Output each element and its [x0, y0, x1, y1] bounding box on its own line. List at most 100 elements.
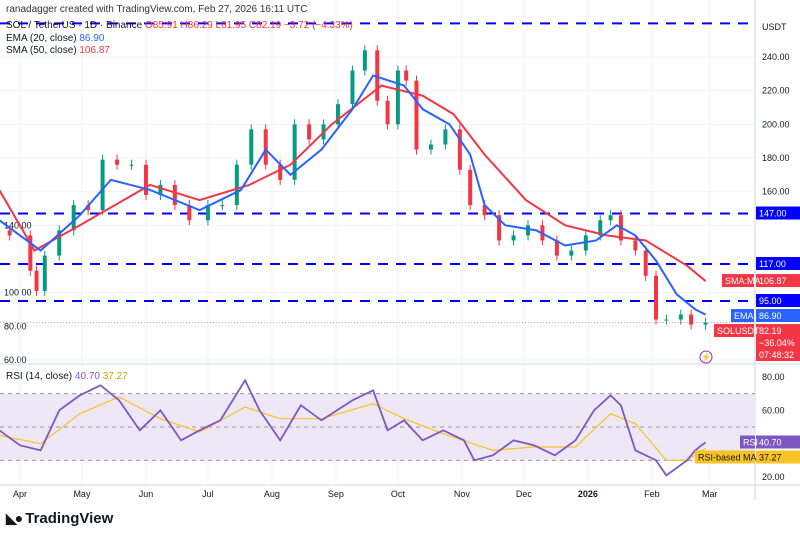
- rsi-tag-badge-bg: [740, 435, 755, 449]
- rsi-ma-value-badge: 37.27: [759, 453, 782, 463]
- candle: [42, 255, 47, 291]
- time-tick-label: Jun: [139, 489, 154, 499]
- price-badge-bg: [756, 324, 800, 362]
- candle: [115, 159, 120, 165]
- level-117-badge: 117.00: [759, 259, 786, 269]
- ema-legend-value: 86.90: [79, 33, 105, 44]
- sma-value-badge-bg: [756, 274, 800, 288]
- rsi-ma-value-badge-bg: [756, 450, 800, 464]
- rsi-value-badge-bg: [756, 435, 800, 449]
- price-change-percent: −36.04%: [759, 338, 795, 348]
- ema-value-badge: 86.90: [759, 311, 782, 321]
- time-tick-label: Mar: [702, 489, 718, 499]
- candle: [278, 164, 283, 180]
- symbol-name[interactable]: SOL / TetherUS · 1D · Binance: [6, 20, 143, 31]
- candle: [187, 205, 192, 221]
- candle: [220, 205, 225, 207]
- rsi-tick-label: 80.00: [762, 372, 785, 382]
- time-tick-label: Feb: [644, 489, 660, 499]
- price-tick-label: 60.00: [4, 355, 27, 365]
- candle: [28, 235, 33, 271]
- price-tick-label: 140.00: [4, 220, 32, 230]
- rsi-value-badge: 40.70: [759, 438, 782, 448]
- time-tick-label: Apr: [13, 489, 27, 499]
- symbol-legend: SOL / TetherUS · 1D · Binance O85.91 H86…: [6, 20, 353, 31]
- rsi-tick-label: 60.00: [762, 405, 785, 415]
- level-95-badge-bg: [756, 294, 800, 308]
- time-tick-label: Aug: [264, 489, 280, 499]
- sma-legend-value: 106.87: [79, 45, 110, 56]
- candle: [234, 164, 239, 206]
- lightning-icon-glyph: ⚡: [701, 352, 711, 362]
- time-tick-label: Sep: [328, 489, 344, 499]
- candle: [350, 70, 355, 105]
- rsi-ma-tag-badge: RSI-based MA: [698, 453, 757, 463]
- candle: [158, 184, 163, 196]
- candle: [263, 129, 268, 165]
- candle: [554, 240, 559, 256]
- candle: [307, 124, 312, 140]
- ema-tag-badge-bg: [731, 309, 754, 323]
- candle: [362, 50, 367, 71]
- rsi-line: [0, 378, 707, 477]
- tradingview-logo-text: TradingView: [25, 510, 114, 527]
- level-117-badge-bg: [756, 257, 800, 271]
- rsi-tag-badge: RSI: [743, 438, 758, 448]
- candle: [249, 129, 254, 165]
- candle: [86, 205, 91, 211]
- level-147-badge: 147.00: [759, 209, 787, 219]
- price-tick-label: 200.00: [762, 119, 790, 129]
- sma-legend[interactable]: SMA (50, close) 106.87: [6, 45, 110, 56]
- candle: [468, 169, 473, 206]
- tradingview-logo-icon: ◣●: [6, 510, 23, 526]
- candle: [633, 240, 638, 251]
- rsi-ma-legend-value: 37.27: [102, 371, 128, 382]
- level-147-badge-bg: [756, 206, 800, 220]
- sma-50-line: [0, 84, 707, 282]
- currency-label: USDT: [762, 22, 787, 32]
- tradingview-logo[interactable]: ◣● TradingView: [6, 510, 113, 527]
- rsi-legend[interactable]: RSI (14, close) 40.70 37.27: [6, 371, 128, 382]
- time-tick-label: Oct: [391, 489, 406, 499]
- ema-legend[interactable]: EMA (20, close) 86.90: [6, 33, 104, 44]
- candle: [678, 314, 683, 320]
- symbol-tag-badge: SOLUSDT: [717, 326, 760, 336]
- symbol-tag-badge-bg: [714, 324, 754, 338]
- rsi-legend-value: 40.70: [74, 371, 100, 382]
- price-tick-label: 100.00: [4, 288, 32, 298]
- candle: [34, 270, 39, 291]
- price-tick-label: 240.00: [762, 52, 790, 62]
- candle: [143, 164, 148, 196]
- time-tick-label: May: [73, 489, 91, 499]
- ema-20-line: [0, 74, 707, 316]
- candle: [336, 104, 341, 125]
- price-tick-label: 160.00: [762, 187, 790, 197]
- candle: [598, 220, 603, 236]
- candle: [689, 314, 694, 325]
- candle: [654, 275, 659, 320]
- candle: [404, 70, 409, 81]
- candle: [7, 230, 12, 236]
- candle: [172, 184, 177, 206]
- sma-tag-badge-bg: [722, 274, 754, 288]
- candle: [100, 159, 105, 211]
- candle: [482, 205, 487, 216]
- candle: [205, 205, 210, 221]
- rsi-tick-label: 20.00: [762, 472, 785, 482]
- candle: [643, 250, 648, 276]
- candle: [395, 70, 400, 125]
- candle-countdown: 07:48:32: [759, 350, 794, 360]
- candle: [428, 144, 433, 150]
- time-tick-label: 2026: [578, 489, 598, 499]
- time-tick-label: Dec: [516, 489, 533, 499]
- candle: [569, 250, 574, 256]
- candle: [497, 215, 502, 241]
- level-95-badge: 95.00: [759, 296, 782, 306]
- ema-tag-badge: EMA: [734, 311, 754, 321]
- price-tick-label: 220.00: [762, 86, 790, 96]
- candle: [525, 225, 530, 236]
- rsi-legend-label: RSI (14, close): [6, 371, 73, 382]
- candle: [385, 100, 390, 125]
